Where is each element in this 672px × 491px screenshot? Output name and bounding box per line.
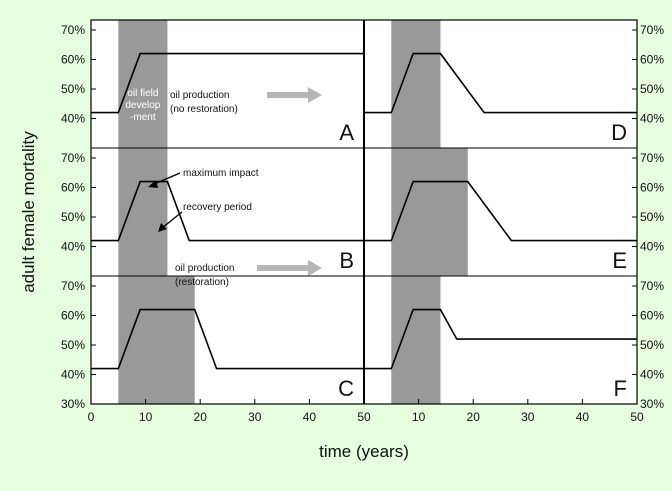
series-line-b [91,180,364,242]
x-tick-label: 20 [467,410,481,424]
y-tick-label-right: 30% [640,397,664,411]
production-arrow-head-b [308,260,322,276]
development-period-shade [118,20,168,148]
development-period-shade [391,148,468,276]
series-line-f [364,308,637,370]
y-tick-label-right: 50% [640,82,664,96]
annotation-production-a-1: (no restoration) [170,104,238,115]
panel-letter-a: A [339,120,354,145]
y-tick-label-right: 40% [640,112,664,126]
x-tick-label: 50 [357,410,371,424]
y-tick-label-right: 60% [640,53,664,67]
y-tick-label-left: 40% [61,112,85,126]
development-period-shade [118,148,168,276]
annotation-production-b-0: oil production [175,263,234,274]
series-line-c [91,308,364,370]
y-axis-title: adult female mortality [19,131,38,293]
annotation-production-b-1: (restoration) [175,277,229,288]
y-tick-label-right: 70% [640,279,664,293]
annotation-development-1: develop [125,100,160,111]
y-tick-label-left: 40% [61,240,85,254]
series-line-d [364,52,637,114]
panel-letter-b: B [339,248,354,273]
panel-a: A [91,20,364,148]
x-tick-label: 0 [88,410,95,424]
x-tick-label: 10 [412,410,426,424]
y-tick-label-left: 70% [61,151,85,165]
development-period-shade [118,276,195,404]
y-tick-label-left: 50% [61,82,85,96]
y-tick-label-left: 30% [61,397,85,411]
panel-letter-d: D [611,120,627,145]
y-tick-label-right: 70% [640,23,664,37]
y-tick-label-left: 60% [61,309,85,323]
y-tick-label-right: 60% [640,309,664,323]
y-tick-label-right: 50% [640,338,664,352]
x-tick-label: 50 [630,410,644,424]
production-arrow-head-a [308,87,322,103]
y-tick-label-left: 50% [61,338,85,352]
peak-arrow-head [148,180,158,188]
series-line-e [364,180,637,242]
panel-letter-c: C [338,376,354,401]
y-tick-label-left: 70% [61,279,85,293]
y-tick-label-left: 40% [61,368,85,382]
panel-f: F [364,276,637,404]
series-line-a [91,52,364,114]
y-tick-label-left: 70% [61,23,85,37]
y-tick-label-right: 60% [640,181,664,195]
y-tick-label-right: 40% [640,240,664,254]
x-tick-label: 30 [248,410,262,424]
panel-letter-f: F [614,376,627,401]
development-period-shade [391,276,441,404]
x-tick-label: 10 [139,410,153,424]
development-period-shade [391,20,441,148]
panel-e: E [364,148,637,276]
annotation-development-0: oil field [127,88,158,99]
annotation-peak: maximum impact [183,168,259,179]
y-tick-label-left: 60% [61,53,85,67]
panel-c: C [91,276,364,404]
y-tick-label-right: 70% [640,151,664,165]
recovery-arrow-shaft [161,211,183,229]
annotation-development-2: -ment [130,112,156,123]
y-tick-label-left: 60% [61,181,85,195]
x-tick-label: 20 [194,410,208,424]
x-tick-label: 30 [521,410,535,424]
y-tick-label-left: 50% [61,210,85,224]
panel-letter-e: E [612,248,627,273]
y-tick-label-right: 50% [640,210,664,224]
annotation-production-a-0: oil production [170,90,229,101]
y-tick-label-right: 40% [640,368,664,382]
panel-d: D [364,20,637,148]
x-tick-label: 40 [576,410,590,424]
annotation-recovery: recovery period [183,202,252,213]
x-axis-title: time (years) [319,442,409,461]
panel-b: B [91,148,364,276]
x-tick-label: 40 [303,410,317,424]
recovery-arrow-head [158,223,167,232]
